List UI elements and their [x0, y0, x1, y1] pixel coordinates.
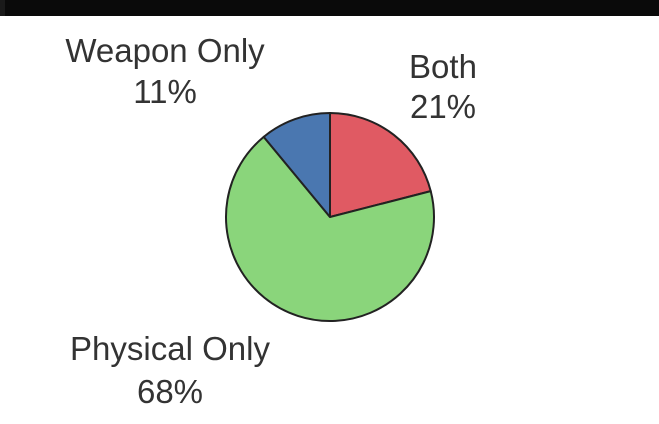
label-physical-only-percent: 68% — [137, 373, 203, 410]
label-physical-only-name: Physical Only — [70, 330, 270, 367]
pie-slice-weapon-only — [262, 112, 331, 218]
pie-slices — [225, 112, 435, 322]
pie-slice-physical-only — [225, 135, 435, 322]
pie-slice-both — [329, 112, 432, 218]
label-weapon-only-name: Weapon Only — [65, 32, 265, 69]
label-both-name: Both — [409, 48, 477, 85]
top-border-bar — [0, 0, 659, 16]
label-weapon-only-percent: 11% — [133, 73, 197, 110]
label-both-percent: 21% — [410, 88, 476, 125]
